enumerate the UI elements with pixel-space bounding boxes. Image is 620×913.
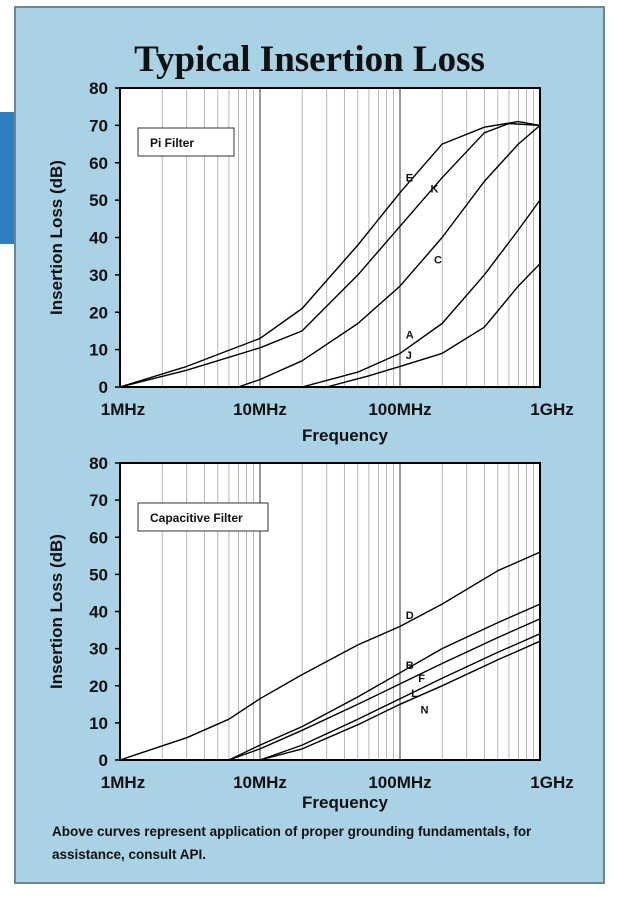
y-tick-label: 10	[89, 714, 108, 733]
x-axis-title: Frequency	[302, 793, 389, 812]
x-tick-label: 1MHz	[101, 773, 145, 792]
series-line-F	[228, 618, 541, 761]
series-label-K: K	[430, 184, 438, 196]
series-label-E: E	[406, 172, 413, 184]
series-line-K	[119, 122, 541, 388]
y-axis-title: Insertion Loss (dB)	[47, 160, 66, 315]
series-line-B	[228, 603, 541, 761]
y-tick-label: 80	[89, 79, 108, 98]
series-line-A	[301, 199, 541, 388]
filter-type-label: Capacitive Filter	[150, 511, 243, 525]
series-line-D	[119, 551, 541, 761]
series-label-L: L	[411, 688, 418, 700]
y-tick-label: 0	[99, 751, 108, 770]
x-axis-title: Frequency	[302, 426, 389, 445]
y-tick-label: 0	[99, 378, 108, 397]
series-line-E	[119, 120, 541, 388]
x-tick-label: 10MHz	[233, 773, 287, 792]
series-label-A: A	[406, 329, 414, 341]
y-tick-label: 60	[89, 154, 108, 173]
chart-2: 0 10 20 30 40 50 60 70 80 1MHz 10MHz 100MHz 1GHz Freq…	[47, 454, 574, 812]
y-tick-label: 40	[89, 603, 108, 622]
y-tick-label: 20	[89, 303, 108, 322]
series-label-J: J	[406, 350, 412, 362]
series-line-N	[259, 640, 541, 761]
filter-type-box	[137, 502, 269, 532]
y-tick-label: 70	[89, 116, 108, 135]
x-tick-label: 100MHz	[368, 400, 431, 419]
y-tick-label: 40	[89, 229, 108, 248]
filter-type-label: Pi Filter	[150, 136, 194, 150]
y-tick-label: 50	[89, 191, 108, 210]
y-tick-label: 50	[89, 565, 108, 584]
series-line-J	[326, 263, 541, 388]
filter-type-box	[137, 127, 235, 157]
x-tick-label: 100MHz	[368, 773, 431, 792]
accent-tab	[0, 112, 14, 244]
x-tick-label: 1GHz	[530, 400, 573, 419]
y-tick-label: 20	[89, 677, 108, 696]
x-tick-label: 10MHz	[233, 400, 287, 419]
chart-1: 0 10 20 30 40 50 60 70 80 1MHz 10MHz 100MHz 1GHz Freq…	[47, 79, 574, 445]
series-label-C: C	[434, 255, 442, 267]
y-tick-label: 10	[89, 341, 108, 360]
page-title: Typical Insertion Loss	[134, 39, 485, 80]
series-label-B: B	[406, 660, 414, 672]
series-label-D: D	[406, 610, 414, 622]
x-tick-label: 1GHz	[530, 773, 573, 792]
y-tick-label: 80	[89, 454, 108, 473]
series-line-L	[259, 633, 541, 761]
grid-lines	[161, 88, 534, 387]
footnote: Above curves represent application of pr…	[52, 824, 532, 862]
series-label-F: F	[418, 673, 425, 685]
y-axis-title: Insertion Loss (dB)	[47, 534, 66, 689]
y-tick-label: 30	[89, 266, 108, 285]
y-tick-label: 70	[89, 491, 108, 510]
series-label-N: N	[420, 705, 428, 717]
y-tick-label: 60	[89, 528, 108, 547]
x-tick-label: 1MHz	[101, 400, 145, 419]
y-tick-label: 30	[89, 640, 108, 659]
series-line-C	[238, 124, 541, 388]
